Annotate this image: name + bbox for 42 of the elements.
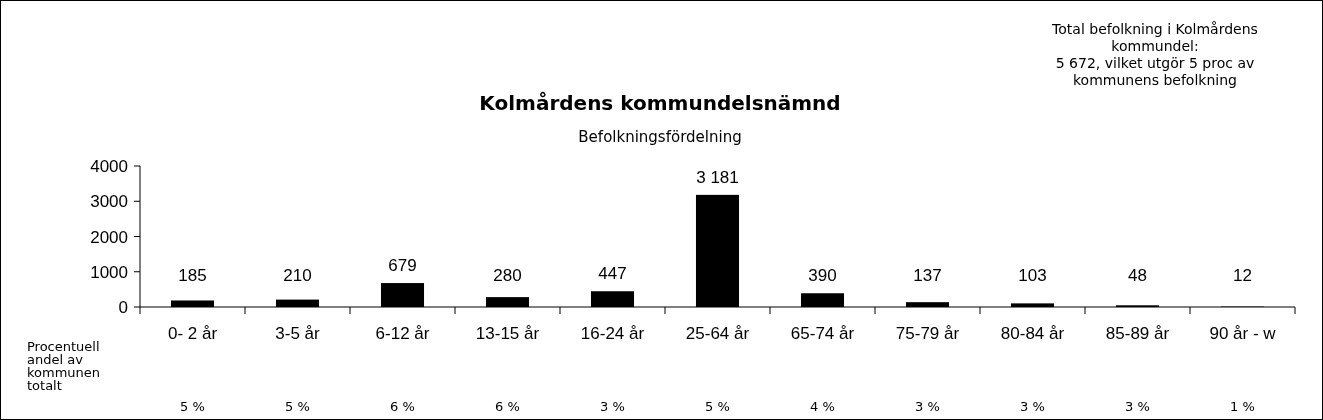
y-tick-label: 3000 — [90, 192, 128, 212]
text: 1 % — [1230, 399, 1255, 414]
text: 3 % — [600, 399, 625, 414]
data-label: 3 181 — [696, 167, 739, 187]
text: 5 % — [180, 399, 205, 414]
x-tick-label: 3-5 år — [275, 324, 321, 343]
text: 3 % — [1020, 399, 1045, 414]
x-tick-label: 16-24 år — [580, 324, 645, 343]
text: 4 % — [810, 399, 835, 414]
chart-title: Kolmårdens kommundelsnämnd — [479, 91, 841, 115]
text: 5 % — [285, 399, 310, 414]
y-tick-label: 2000 — [90, 227, 128, 247]
text: 6 % — [390, 399, 415, 414]
x-tick-label: 13-15 år — [475, 324, 540, 343]
x-tick-label: 80-84 år — [1000, 324, 1065, 343]
data-label: 679 — [388, 256, 417, 276]
y-tick-label: 0 — [118, 298, 128, 317]
x-tick-label: 0- 2 år — [167, 324, 218, 343]
x-tick-label: 6-12 år — [375, 324, 430, 343]
y-tick-label: 1000 — [90, 262, 128, 282]
text: Total befolkning i Kolmårdens kommundel: 5 672, vilket utgör 5 proc av kommunens befolkning — [1051, 21, 1258, 88]
y-tick-label: 4000 — [90, 157, 128, 176]
x-tick-label: 65-74 år — [790, 324, 855, 343]
text: 5 % — [705, 399, 730, 414]
data-label: 48 — [1128, 266, 1147, 285]
text: Procentuell andel av kommunen totalt — [27, 339, 101, 393]
data-label: 210 — [283, 266, 312, 285]
x-tick-label: 75-79 år — [895, 324, 960, 343]
text: 3 % — [1125, 399, 1150, 414]
data-label: 280 — [493, 266, 522, 285]
x-tick-label: 85-89 år — [1105, 324, 1170, 343]
chart-subtitle: Befolkningsfördelning — [578, 128, 742, 146]
x-tick-label: 25-64 år — [685, 324, 750, 343]
data-label: 447 — [598, 264, 627, 284]
data-label: 185 — [178, 266, 207, 285]
data-label: 137 — [913, 266, 942, 285]
text: 6 % — [495, 399, 520, 414]
data-label: 12 — [1233, 266, 1252, 285]
x-tick-label: 90 år - w — [1209, 324, 1277, 343]
data-label: 390 — [808, 266, 837, 285]
text: 3 % — [915, 399, 940, 414]
data-label: 103 — [1018, 266, 1047, 285]
